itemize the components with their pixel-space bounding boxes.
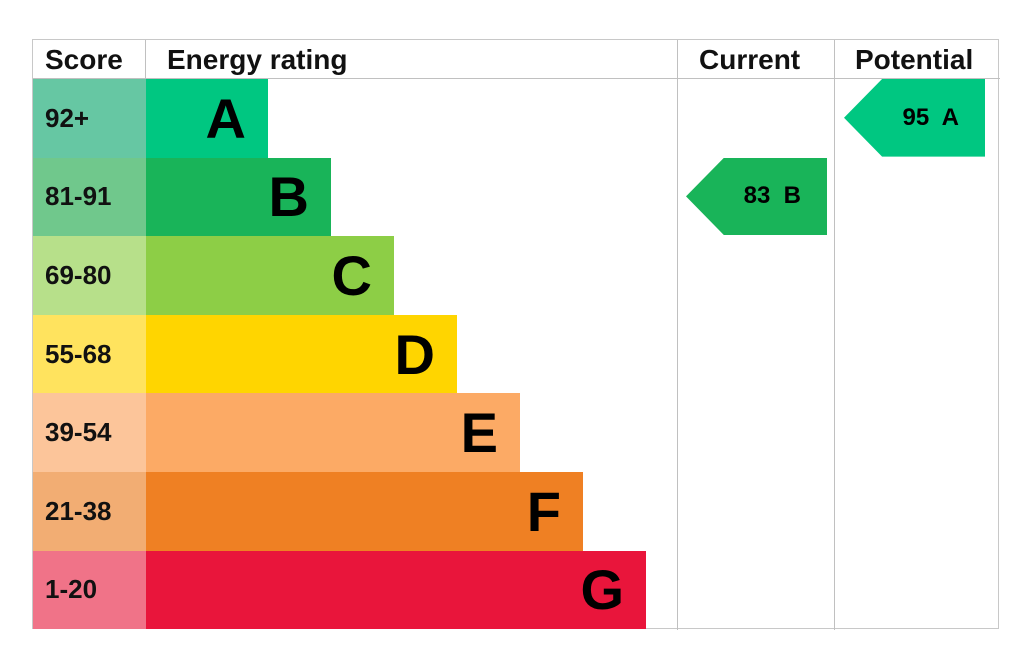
column-divider [145, 40, 146, 79]
header-divider [33, 78, 1000, 79]
header-potential: Potential [855, 44, 974, 75]
rating-bar-d: D [146, 314, 457, 394]
score-range-c: 69-80 [33, 236, 146, 315]
rating-bar-g: G [146, 550, 646, 630]
potential-rating-arrow: 95 A [844, 79, 985, 157]
current-rating-label: 83 B [743, 182, 801, 210]
rating-bar-f: F [146, 472, 583, 551]
score-range-d: 55-68 [33, 314, 146, 394]
header-energy-rating: Energy rating [167, 44, 348, 75]
potential-rating-label: 95 A [902, 103, 959, 131]
rating-bar-a: A [146, 79, 268, 158]
score-range-b: 81-91 [33, 157, 146, 237]
header-current: Current [699, 44, 801, 75]
rating-bar-c: C [146, 236, 394, 315]
score-range-g: 1-20 [33, 550, 146, 630]
rating-bar-b: B [146, 157, 331, 237]
rating-bar-e: E [146, 393, 520, 472]
current-rating-arrow: 83 B [686, 157, 827, 236]
column-divider [677, 40, 678, 630]
score-range-f: 21-38 [33, 472, 146, 551]
score-range-a: 92+ [33, 79, 146, 158]
column-divider [834, 40, 835, 630]
header-score: Score [45, 44, 123, 75]
score-range-e: 39-54 [33, 393, 146, 472]
energy-rating-chart: Score Energy rating Current Potential 92… [32, 39, 1000, 630]
